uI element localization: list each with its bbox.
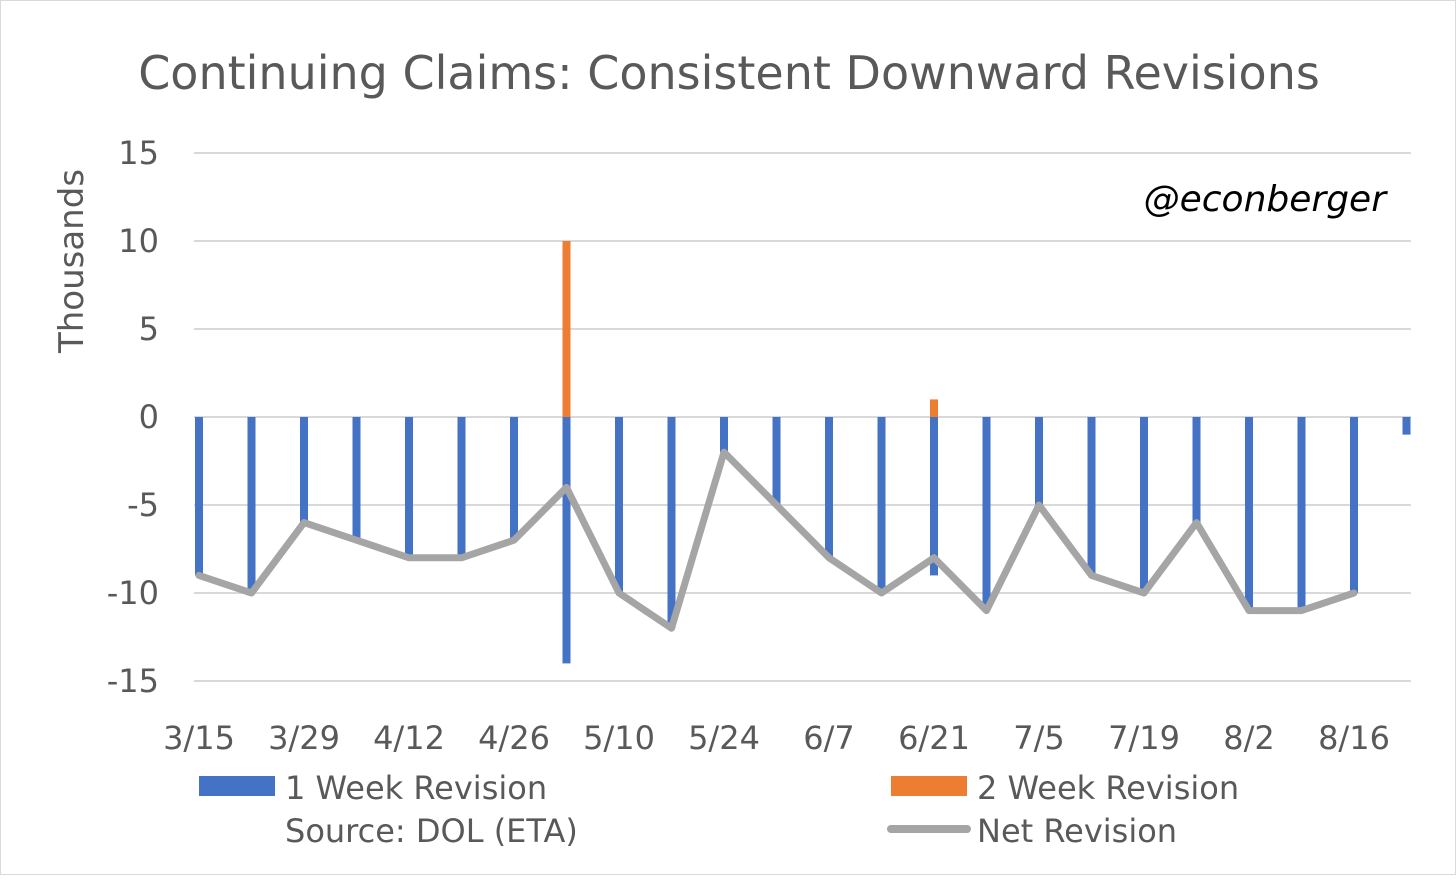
source-note: Source: DOL (ETA) xyxy=(285,812,578,850)
bar-1week-6-28 xyxy=(983,417,991,611)
bar-1week-5-3 xyxy=(563,417,571,663)
legend-swatch-1week xyxy=(199,776,275,796)
bar-1week-7-5 xyxy=(1035,417,1043,505)
y-tick-label: -15 xyxy=(107,662,159,700)
bar-1week-3-15 xyxy=(195,417,203,575)
x-tick-label: 5/10 xyxy=(583,719,655,757)
y-axis-label: Thousands xyxy=(52,169,92,354)
x-tick-label: 3/15 xyxy=(163,719,235,757)
x-tick-label: 4/12 xyxy=(373,719,445,757)
bar-1week-7-19 xyxy=(1140,417,1148,593)
bar-1week-7-12 xyxy=(1088,417,1096,575)
bar-1week-4-12 xyxy=(405,417,413,558)
chart-title: Continuing Claims: Consistent Downward R… xyxy=(138,46,1320,100)
x-tick-label: 3/29 xyxy=(268,719,340,757)
bar-1week-4-26 xyxy=(510,417,518,540)
y-tick-label: 10 xyxy=(118,222,159,260)
bar-1week-4-19 xyxy=(458,417,466,558)
bar-1week-3-22 xyxy=(248,417,256,593)
x-tick-label: 8/16 xyxy=(1318,719,1390,757)
y-tick-label: 15 xyxy=(118,134,159,172)
bar-1week-8-16 xyxy=(1350,417,1358,593)
bar-1week-8-23 xyxy=(1403,417,1411,435)
legend: 1 Week Revision Source: DOL (ETA) 2 Week… xyxy=(199,769,1239,850)
x-tick-label: 6/7 xyxy=(803,719,855,757)
bar-1week-6-7 xyxy=(825,417,833,558)
legend-label-2week: 2 Week Revision xyxy=(977,769,1239,807)
y-tick-label: -5 xyxy=(127,486,159,524)
bar-1week-5-31 xyxy=(773,417,781,505)
watermark-annotation: @econberger xyxy=(1144,179,1389,220)
legend-swatch-2week xyxy=(891,776,967,796)
x-tick-label: 4/26 xyxy=(478,719,550,757)
bar-1week-5-10 xyxy=(615,417,623,593)
y-tick-label: 5 xyxy=(139,310,159,348)
y-tick-label: -10 xyxy=(107,574,159,612)
y-tick-label: 0 xyxy=(139,398,159,436)
legend-label-1week: 1 Week Revision xyxy=(285,769,547,807)
bar-1week-8-9 xyxy=(1298,417,1306,611)
x-tick-label: 7/5 xyxy=(1013,719,1065,757)
legend-label-net: Net Revision xyxy=(977,812,1177,850)
bar-1week-8-2 xyxy=(1245,417,1253,611)
bar-1week-3-29 xyxy=(300,417,308,523)
x-tick-label: 6/21 xyxy=(898,719,970,757)
bar-2week-6-21 xyxy=(930,399,938,417)
bar-1week-5-24 xyxy=(720,417,728,452)
x-tick-label: 5/24 xyxy=(688,719,760,757)
bar-1week-6-21 xyxy=(930,417,938,575)
bar-1week-7-26 xyxy=(1193,417,1201,523)
bar-1week-6-14 xyxy=(878,417,886,593)
bar-2week-5-3 xyxy=(563,241,571,417)
bar-1week-4-5 xyxy=(353,417,361,540)
x-tick-label: 7/19 xyxy=(1108,719,1180,757)
bar-1week-5-17 xyxy=(668,417,676,628)
x-tick-label: 8/2 xyxy=(1223,719,1275,757)
